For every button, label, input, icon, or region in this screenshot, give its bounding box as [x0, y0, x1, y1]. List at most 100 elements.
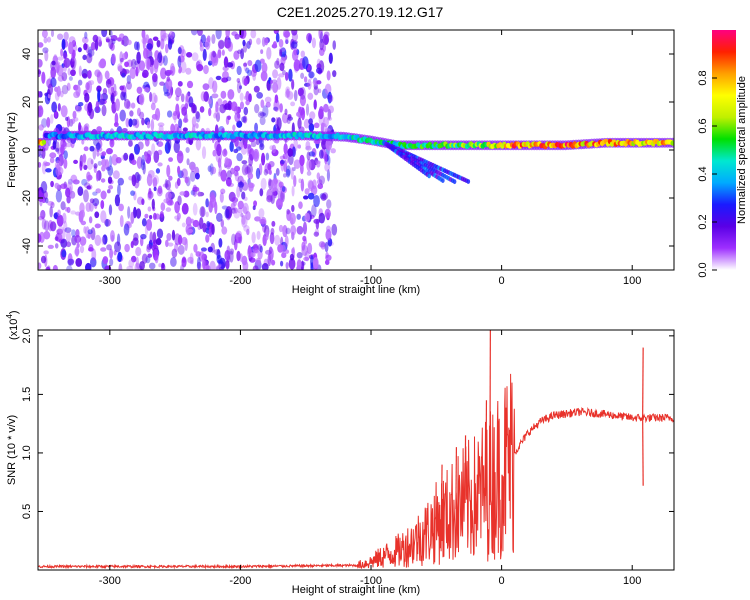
noise-blob — [167, 200, 174, 206]
snr-x-ticks: -300 -200 -100 0 100 — [99, 330, 641, 587]
noise-blob — [157, 162, 163, 167]
noise-blob — [211, 93, 219, 99]
noise-blob — [302, 221, 308, 235]
noise-blob — [95, 100, 100, 113]
noise-blob — [190, 164, 196, 173]
noise-blob — [307, 92, 314, 100]
spectrogram-x-tick-label: -200 — [229, 275, 251, 287]
noise-blob — [70, 56, 77, 70]
snr-y-tick-label: 1.5 — [21, 387, 33, 402]
noise-blob — [168, 31, 175, 39]
noise-blob — [158, 263, 162, 268]
noise-blob — [215, 112, 221, 122]
noise-blob — [220, 90, 227, 99]
noise-blob — [290, 101, 296, 107]
noise-blob — [176, 177, 181, 187]
noise-blob — [289, 212, 296, 225]
noise-blob — [240, 48, 244, 60]
noise-blob — [77, 186, 84, 197]
noise-blob — [153, 150, 160, 163]
noise-blob — [263, 168, 269, 176]
noise-blob — [118, 263, 123, 270]
noise-blob — [306, 151, 311, 161]
noise-blob — [256, 230, 261, 240]
noise-blob — [63, 220, 68, 233]
noise-blob — [106, 244, 112, 251]
noise-blob — [113, 90, 118, 97]
noise-blob — [41, 71, 46, 84]
noise-blob — [157, 122, 165, 127]
noise-blob — [87, 101, 93, 114]
noise-blob — [230, 167, 235, 175]
ridge-cell — [41, 139, 47, 145]
snr-spike — [489, 330, 491, 485]
noise-blob — [208, 107, 212, 117]
noise-blob — [162, 55, 168, 66]
noise-blob — [248, 182, 253, 187]
noise-blob — [144, 150, 148, 161]
noise-blob — [38, 58, 43, 68]
noise-blob — [110, 92, 115, 105]
noise-blob — [191, 116, 197, 128]
noise-blob — [261, 152, 266, 166]
noise-blob — [200, 91, 207, 102]
noise-blob — [45, 168, 52, 173]
noise-blob — [142, 162, 146, 175]
noise-blob — [218, 237, 223, 248]
noise-blob — [313, 195, 320, 208]
noise-blob — [196, 256, 201, 270]
noise-blob — [39, 198, 43, 207]
noise-blob — [255, 167, 261, 180]
noise-blob — [65, 187, 71, 198]
noise-blob — [144, 224, 149, 236]
noise-blob — [60, 48, 64, 57]
noise-blob — [162, 32, 169, 38]
noise-blob — [159, 81, 165, 86]
noise-blob — [194, 172, 200, 180]
noise-blob — [83, 226, 87, 234]
noise-blob — [47, 83, 54, 96]
noise-blob — [123, 223, 130, 236]
noise-blob — [222, 148, 228, 157]
noise-blob — [140, 233, 147, 240]
noise-blob — [159, 210, 164, 218]
noise-blob — [88, 46, 92, 59]
noise-blob — [267, 163, 272, 171]
noise-blob — [241, 255, 248, 266]
noise-blob — [179, 60, 187, 74]
noise-blob — [195, 110, 200, 120]
spectrogram-x-tick-label: 0 — [499, 275, 505, 287]
noise-blob — [285, 227, 291, 235]
noise-blob — [207, 60, 213, 66]
noise-blob — [266, 188, 273, 201]
noise-blob — [319, 38, 324, 51]
noise-blob — [165, 191, 172, 201]
noise-blob — [275, 32, 280, 43]
noise-blob — [260, 99, 265, 108]
noise-blob — [181, 256, 187, 268]
colorbar-label: Normalized spectral amplitude — [736, 76, 748, 224]
noise-blob — [83, 43, 88, 51]
noise-blob — [81, 154, 86, 167]
noise-blob — [231, 31, 238, 36]
noise-blob — [260, 70, 268, 82]
snr-spike — [455, 447, 458, 510]
noise-blob — [332, 40, 337, 50]
noise-blob — [149, 64, 154, 75]
svg-text:(x104): (x104) — [5, 310, 20, 340]
noise-blob — [113, 83, 117, 94]
noise-blob — [293, 89, 298, 102]
noise-blob — [308, 180, 314, 192]
noise-blob — [205, 234, 210, 243]
noise-blob — [181, 49, 186, 58]
noise-blob — [215, 101, 219, 113]
noise-blob — [278, 224, 284, 233]
noise-blob — [231, 207, 236, 214]
noise-blob — [60, 201, 66, 211]
noise-blob — [173, 123, 180, 133]
noise-blob — [80, 220, 87, 226]
noise-blob — [181, 203, 189, 215]
noise-blob — [119, 215, 124, 228]
noise-blob — [215, 75, 222, 81]
